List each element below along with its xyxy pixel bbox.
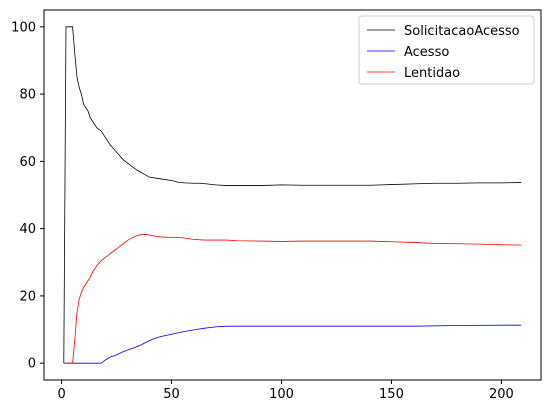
legend-label-solicitacaoacesso: SolicitacaoAcesso bbox=[404, 24, 520, 39]
plot-frame bbox=[43, 9, 542, 381]
y-tick-label: 40 bbox=[19, 222, 36, 237]
y-axis: 0 20 40 60 80 100 bbox=[11, 20, 44, 372]
legend-box bbox=[358, 15, 535, 85]
x-tick-label: 200 bbox=[489, 387, 514, 402]
series-line-lentidao bbox=[63, 233, 522, 364]
x-tick-label: 100 bbox=[269, 387, 294, 402]
y-tick-label: 100 bbox=[11, 20, 36, 35]
x-tick-label: 0 bbox=[57, 387, 65, 402]
y-tick-label: 60 bbox=[19, 155, 36, 170]
legend: SolicitacaoAcesso Acesso Lentidao bbox=[358, 15, 535, 85]
series-line-acesso bbox=[63, 324, 522, 364]
y-tick-label: 0 bbox=[28, 357, 36, 372]
plot-lines bbox=[63, 26, 522, 364]
legend-label-acesso: Acesso bbox=[404, 45, 449, 60]
y-tick-label: 80 bbox=[19, 88, 36, 103]
legend-label-lentidao: Lentidao bbox=[404, 66, 460, 81]
x-axis: 0 50 100 150 200 bbox=[57, 380, 514, 402]
y-tick-label: 20 bbox=[19, 289, 36, 304]
series-line-solicitacaoacesso bbox=[63, 26, 522, 364]
x-tick-label: 50 bbox=[163, 387, 180, 402]
x-tick-label: 150 bbox=[379, 387, 404, 402]
